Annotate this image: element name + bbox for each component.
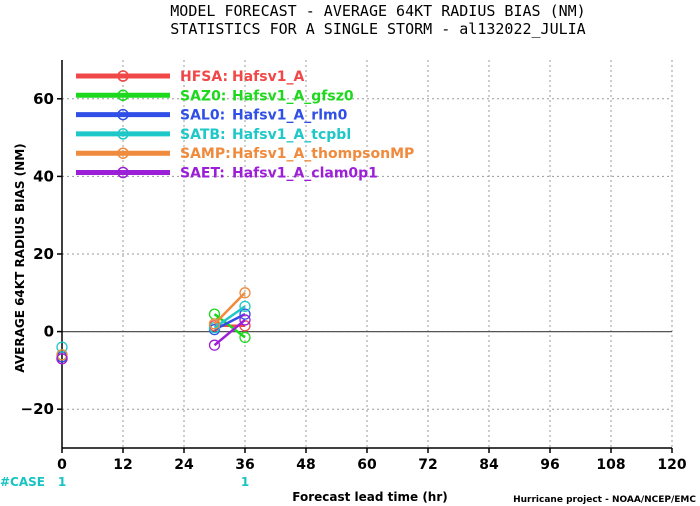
legend-entry: SAMP: Hafsv1_A_thompsonMP — [76, 146, 414, 162]
legend-model-name: Hafsv1_A_rlm0 — [232, 108, 348, 124]
x-tick-label: 60 — [357, 457, 377, 473]
y-tick-label: 60 — [33, 90, 54, 108]
axes — [57, 60, 673, 453]
x-tick-label: 48 — [296, 457, 315, 473]
x-tick-label: 36 — [235, 457, 254, 473]
legend-swatch-marker — [117, 166, 129, 179]
x-tick-label: 72 — [418, 457, 437, 473]
data-point — [56, 353, 68, 365]
case-label: #CASE — [0, 475, 45, 489]
series-saet — [56, 314, 251, 365]
x-tick-label: 84 — [479, 457, 499, 473]
credit-text: Hurricane project - NOAA/NCEP/EMC — [513, 495, 696, 505]
x-tick-label: 0 — [57, 457, 67, 473]
legend-model-name: Hafsv1_A — [232, 69, 304, 85]
legend-entry: SAL0: Hafsv1_A_rlm0 — [76, 108, 348, 124]
data-point — [239, 314, 251, 326]
legend-swatch-marker — [117, 89, 129, 102]
data-point — [239, 308, 251, 320]
chart-title: MODEL FORECAST - AVERAGE 64KT RADIUS BIA… — [170, 2, 585, 20]
y-tick-labels: −20 0 20 40 60 — [21, 90, 54, 418]
x-tick-label: 24 — [174, 457, 194, 473]
legend-series-name: HFSA: — [180, 69, 228, 85]
legend-swatch-marker — [117, 70, 129, 82]
legend-model-name: Hafsv1_A_clam0p1 — [232, 166, 378, 182]
chart-subtitle: STATISTICS FOR A SINGLE STORM - al132022… — [170, 20, 585, 38]
legend-series-name: SAMP: — [180, 146, 231, 162]
y-tick-label: −20 — [21, 400, 54, 418]
x-tick-label: 12 — [113, 457, 132, 473]
legend-entry: SAET: Hafsv1_A_clam0p1 — [76, 166, 378, 182]
legend-model-name: Hafsv1_A_thompsonMP — [232, 146, 414, 162]
series-line — [213, 318, 246, 347]
data-point — [239, 287, 251, 299]
x-tick-labels: 0 12 24 36 48 60 72 84 96 108 120 — [57, 457, 687, 473]
case-count: 1 — [58, 475, 66, 489]
x-tick-label: 96 — [540, 457, 559, 473]
legend-model-name: Hafsv1_A_gfsz0 — [232, 88, 354, 104]
data-point — [56, 349, 68, 361]
data-point — [56, 341, 68, 353]
data-point — [208, 318, 221, 330]
data-point — [239, 331, 251, 344]
legend-series-name: SAL0: — [180, 108, 225, 124]
series-samp — [56, 287, 251, 361]
series-lines — [56, 287, 251, 365]
x-axis-label: Forecast lead time (hr) — [292, 490, 448, 504]
case-count: 1 — [241, 475, 249, 489]
legend-swatch-marker — [117, 147, 129, 159]
legend-series-name: SAET: — [180, 166, 225, 182]
data-point — [239, 300, 251, 313]
grid — [62, 60, 673, 448]
y-tick-label: 40 — [33, 167, 54, 185]
legend-entry: HFSA: Hafsv1_A — [76, 69, 304, 85]
series-line — [213, 291, 246, 325]
legend-series-name: SATB: — [180, 127, 226, 143]
legend-entry: SATB: Hafsv1_A_tcpbl — [76, 127, 351, 143]
y-tick-label: 0 — [44, 323, 54, 341]
legend: HFSA: Hafsv1_A SAZ0: Hafsv1_A_gfsz0 SAL0: Haf… — [76, 69, 414, 182]
x-tick-label: 120 — [657, 457, 686, 473]
legend-series-name: SAZ0: — [180, 88, 226, 104]
legend-swatch-marker — [117, 108, 129, 121]
legend-entry: SAZ0: Hafsv1_A_gfsz0 — [76, 88, 354, 104]
x-tick-label: 108 — [596, 457, 625, 473]
legend-swatch-marker — [117, 128, 129, 140]
y-tick-label: 20 — [33, 245, 54, 263]
y-axis-label: AVERAGE 64KT RADIUS BIAS (NM) — [13, 143, 27, 372]
data-point — [208, 339, 221, 351]
legend-model-name: Hafsv1_A_tcpbl — [232, 127, 351, 143]
